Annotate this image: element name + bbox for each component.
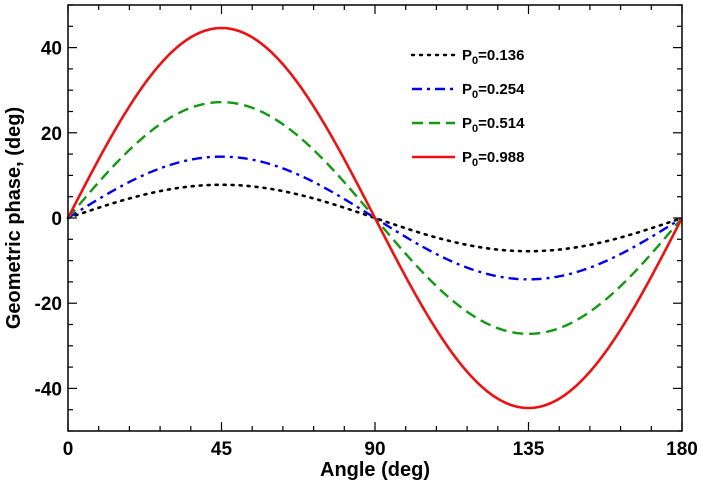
y-tick-label: 40 xyxy=(41,39,62,60)
y-tick-label: 0 xyxy=(51,209,62,230)
series-line-0 xyxy=(66,183,684,253)
y-tick-label: 20 xyxy=(41,124,62,145)
legend-item: P0=0.254 xyxy=(412,81,525,101)
x-tick-label: 90 xyxy=(364,439,385,460)
legend-label: P0=0.988 xyxy=(462,149,524,169)
y-axis-title: Geometric phase, (deg) xyxy=(3,107,25,329)
x-tick-label: 45 xyxy=(211,439,233,460)
legend-label: P0=0.514 xyxy=(462,115,525,135)
y-tick-label: -20 xyxy=(35,294,62,315)
legend-label: P0=0.136 xyxy=(462,47,524,67)
x-tick-label: 0 xyxy=(63,439,74,460)
series-layer xyxy=(66,26,684,410)
legend-item: P0=0.988 xyxy=(412,149,524,169)
x-tick-label: 180 xyxy=(666,439,698,460)
labels-layer: 0 45 90 135 180 -40 -20 0 20 40 xyxy=(35,39,698,460)
legend-item: P0=0.136 xyxy=(410,47,524,67)
x-tick-label: 135 xyxy=(513,439,545,460)
y-tick-label: -40 xyxy=(35,379,62,400)
legend-item: P0=0.514 xyxy=(412,115,525,135)
series-line-3 xyxy=(66,26,684,410)
legend: P0=0.136 P0=0.254 P0=0.514 P0=0.988 xyxy=(410,47,525,169)
ticks-layer xyxy=(67,4,683,432)
x-axis-title: Angle (deg) xyxy=(320,459,430,481)
series-line-1 xyxy=(67,155,683,281)
legend-label: P0=0.254 xyxy=(462,81,525,101)
